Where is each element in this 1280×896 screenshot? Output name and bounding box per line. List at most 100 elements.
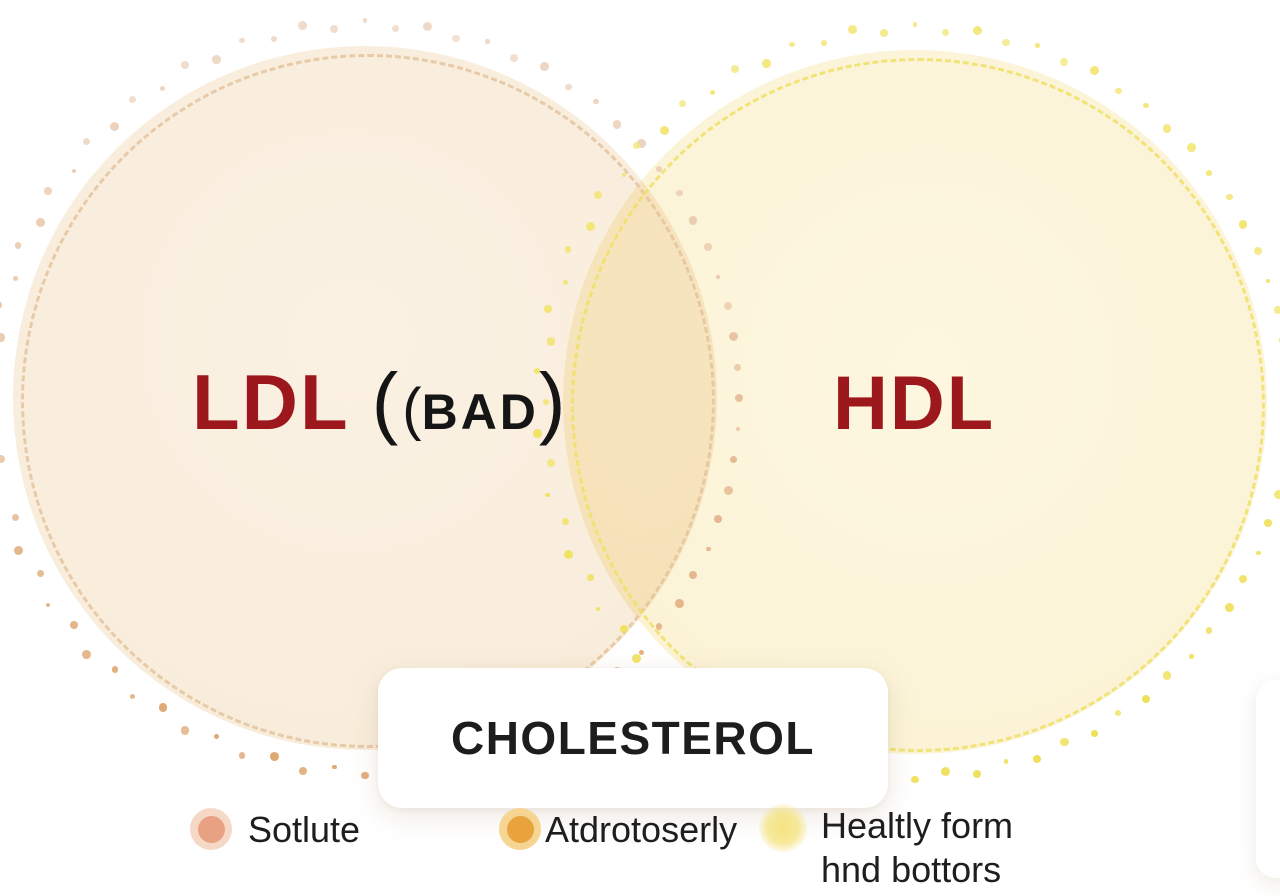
ring-dot-icon (564, 246, 572, 254)
ring-dot-icon (1188, 653, 1195, 660)
cholesterol-title: CHOLESTEROL (450, 712, 816, 764)
ring-dot-icon (565, 83, 572, 91)
ring-dot-icon (729, 332, 739, 341)
ring-dot-icon (674, 598, 684, 608)
ring-dot-icon (715, 274, 721, 280)
legend-label-healtly-line1: Healtly form (821, 805, 1014, 846)
legend-item-sotlute: Sotlute (190, 808, 360, 852)
ring-dot-icon (71, 169, 76, 174)
ring-dot-icon (1224, 602, 1234, 612)
ring-dot-icon (912, 22, 918, 27)
ring-dot-icon (1162, 124, 1172, 133)
ring-dot-icon (710, 90, 716, 96)
legend-item-healtly: Healtly form hnd bottors (759, 804, 1013, 892)
ldl-paren-close-icon: ) (538, 357, 566, 446)
ring-dot-icon (735, 426, 741, 432)
ring-dot-icon (271, 36, 278, 43)
ring-dot-icon (452, 34, 460, 43)
ring-dot-icon (69, 620, 78, 629)
ring-dot-icon (1205, 627, 1213, 634)
ring-dot-icon (239, 752, 246, 759)
ring-dot-icon (821, 40, 828, 47)
ring-dot-icon (880, 28, 889, 37)
ring-dot-icon (158, 703, 168, 712)
ring-dot-icon (546, 458, 556, 467)
legend-item-atdrotoserly: Atdrotoserly (499, 808, 737, 852)
ring-dot-icon (631, 654, 641, 663)
ring-dot-icon (1141, 694, 1151, 704)
ring-dot-icon (361, 771, 369, 780)
legend-label-atdrotoserly: Atdrotoserly (545, 809, 738, 850)
ring-dot-icon (330, 24, 339, 33)
ring-dot-icon (392, 25, 400, 33)
ring-dot-icon (545, 492, 551, 498)
ring-dot-icon (1033, 754, 1042, 763)
ring-dot-icon (562, 518, 570, 526)
ring-dot-icon (45, 603, 50, 608)
ring-dot-icon (1274, 306, 1280, 314)
ring-dot-icon (269, 752, 279, 762)
ring-dot-icon (637, 139, 646, 148)
ring-dot-icon (12, 514, 20, 522)
ring-dot-icon (81, 650, 91, 659)
ring-dot-icon (723, 485, 733, 495)
ring-dot-icon (973, 770, 981, 778)
ring-dot-icon (543, 304, 552, 314)
ring-dot-icon (1264, 519, 1272, 527)
ring-dot-icon (212, 55, 221, 64)
ring-dot-icon (688, 571, 697, 580)
ring-dot-icon (1273, 489, 1280, 499)
legend-label-sotlute: Sotlute (248, 809, 361, 850)
ring-dot-icon (35, 217, 45, 227)
ring-dot-icon (1238, 220, 1248, 229)
ldl-label: LDL ( ( BAD ) (192, 362, 566, 442)
ring-dot-icon (704, 243, 713, 252)
ring-dot-icon (941, 766, 951, 776)
ring-dot-icon (485, 39, 490, 44)
ring-dot-icon (0, 454, 6, 463)
ring-dot-icon (676, 189, 683, 196)
ring-dot-icon (1115, 710, 1121, 716)
ldl-paren-inner-icon: ( (402, 377, 422, 442)
ring-dot-icon (44, 187, 52, 195)
ring-dot-icon (0, 300, 2, 310)
ring-dot-icon (532, 428, 542, 438)
ring-dot-icon (586, 573, 595, 582)
ring-dot-icon (1265, 278, 1271, 284)
ring-dot-icon (972, 25, 982, 35)
ring-dot-icon (595, 607, 600, 612)
ring-dot-icon (160, 86, 166, 92)
ring-dot-icon (734, 363, 742, 371)
ring-dot-icon (638, 649, 645, 656)
ring-dot-icon (563, 279, 569, 285)
ldl-bad-text: BAD (421, 384, 539, 440)
ring-dot-icon (539, 62, 549, 72)
ring-dot-icon (688, 216, 698, 225)
ring-dot-icon (13, 275, 19, 281)
ring-dot-icon (612, 120, 622, 129)
ring-dot-icon (679, 99, 686, 107)
ring-dot-icon (332, 764, 337, 770)
ring-dot-icon (110, 121, 120, 131)
ring-dot-icon (542, 398, 549, 405)
ring-dot-icon (0, 332, 6, 342)
ring-dot-icon (362, 18, 368, 23)
legend-dot-healtly-icon (759, 804, 807, 852)
ring-dot-icon (594, 191, 602, 199)
ring-dot-icon (655, 623, 663, 630)
ring-dot-icon (1003, 759, 1009, 764)
legend-dot-atdrotoserly-icon (499, 808, 541, 850)
ring-dot-icon (1162, 671, 1172, 680)
ring-dot-icon (1187, 143, 1196, 152)
ring-dot-icon (1143, 102, 1149, 108)
dot-icon (197, 815, 225, 843)
ring-dot-icon (298, 766, 307, 775)
hdl-label: HDL (833, 366, 995, 442)
ring-dot-icon (1035, 43, 1040, 48)
ring-dot-icon (1089, 66, 1099, 76)
ring-dot-icon (239, 37, 246, 44)
ring-dot-icon (1002, 38, 1010, 47)
legend-dot-sotlute-icon (190, 808, 232, 850)
ring-dot-icon (180, 61, 190, 70)
ring-dot-icon (180, 726, 190, 735)
